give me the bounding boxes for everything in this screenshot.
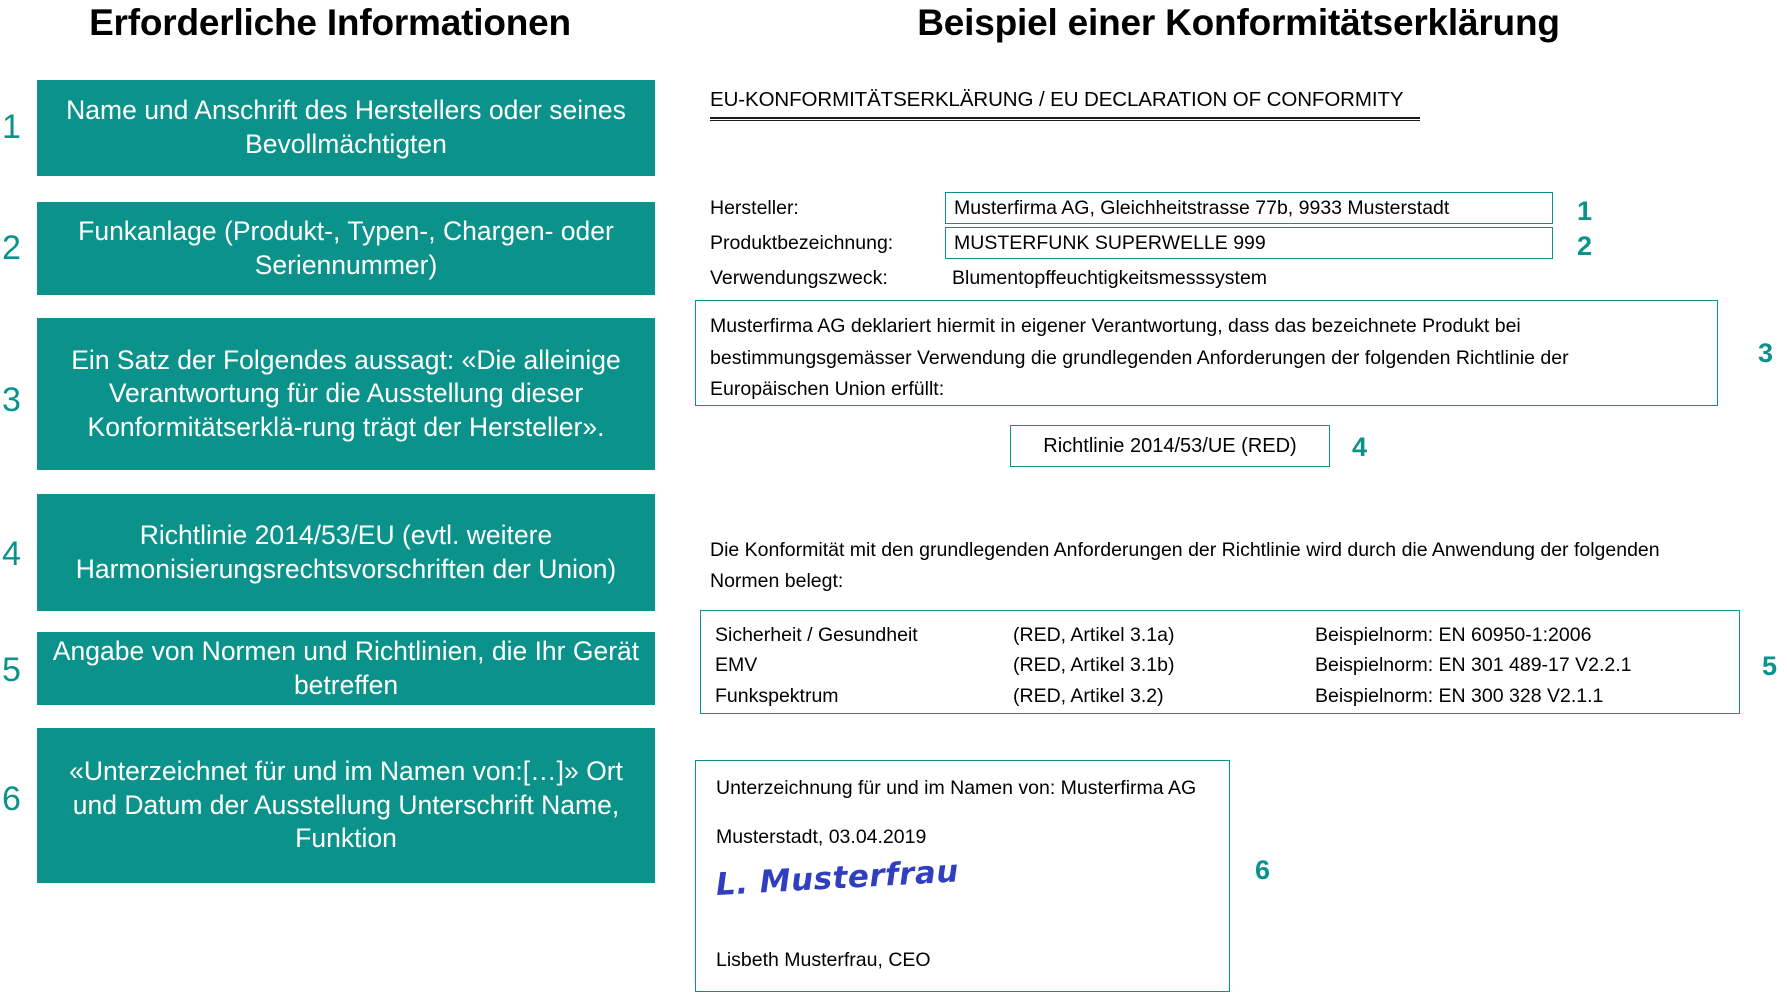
required-info-box-2: Funkanlage (Produkt-, Typen-, Chargen- o… [37,202,655,295]
norm-standard: Beispielnorm: EN 60950-1:2006 [1315,624,1592,646]
norms-table-row: Sicherheit / Gesundheit (RED, Artikel 3.… [701,620,1739,650]
statement-line-2: bestimmungsgemässer Verwendung die grund… [710,346,1569,369]
norm-article: (RED, Artikel 3.1b) [1013,654,1175,677]
declaration-title-rule [710,117,1420,121]
required-info-box-3: Ein Satz der Folgendes aussagt: «Die all… [37,318,655,470]
required-info-number-3: 3 [2,381,21,419]
statement-line-1: Musterfirma AG deklariert hiermit in eig… [710,315,1521,337]
signature-line-1: Unterzeichnung für und im Namen von: Mus… [716,777,1197,799]
signature-line-3: Lisbeth Musterfrau, CEO [716,949,931,971]
required-info-text-2: Funkanlage (Produkt-, Typen-, Chargen- o… [78,215,614,280]
required-info-text-1: Name und Anschrift des Herstellers oder … [66,95,626,159]
spacer [716,799,1209,828]
norm-article: (RED, Artikel 3.2) [1013,684,1164,707]
norms-table-row: Funkspektrum (RED, Artikel 3.2) Beispiel… [701,681,1739,711]
purpose-value: Blumentopffeuchtigkeitsmesssystem [952,267,1268,289]
product-value-box[interactable]: MUSTERFUNK SUPERWELLE 999 [945,227,1553,259]
signature-line-2: Musterstadt, 03.04.2019 [716,825,927,848]
required-info-number-4: 4 [2,535,21,573]
norm-article: (RED, Artikel 3.1a) [1013,624,1175,646]
signature-box: Unterzeichnung für und im Namen von: Mus… [695,760,1230,992]
required-info-box-6: «Unterzeichnet für und im Namen von:[…]»… [37,728,655,883]
norms-intro: Die Konformität mit den grundlegenden An… [710,535,1770,597]
purpose-label: Verwendungszweck: [710,267,888,289]
required-info-box-4: Richtlinie 2014/53/EU (evtl. weitere Har… [37,494,655,611]
norms-intro-line-2: Normen belegt: [710,569,844,592]
right-column-heading: Beispiel einer Konformitätserklärung [917,2,1560,43]
required-info-box-1: Name und Anschrift des Herstellers oder … [37,80,655,176]
marker-1: 1 [1577,196,1593,226]
manufacturer-value-box[interactable]: Musterfirma AG, Gleichheitstrasse 77b, 9… [945,192,1553,224]
norm-aspect: Funkspektrum [715,684,839,707]
manufacturer-label: Hersteller: [710,197,799,219]
spacer [716,921,1209,951]
norms-intro-line-1: Die Konformität mit den grundlegenden An… [710,539,1660,561]
norms-table-row: EMV (RED, Artikel 3.1b) Beispielnorm: EN… [701,650,1739,680]
marker-3: 3 [1758,338,1774,368]
marker-6: 6 [1255,855,1271,885]
norms-table-box: Sicherheit / Gesundheit (RED, Artikel 3.… [700,610,1740,714]
required-info-number-1: 1 [2,108,21,146]
declaration-statement-box: Musterfirma AG deklariert hiermit in eig… [695,300,1718,406]
product-label: Produktbezeichnung: [710,232,894,254]
marker-5: 5 [1762,651,1778,681]
left-column-heading: Erforderliche Informationen [89,2,571,43]
required-info-text-6: «Unterzeichnet für und im Namen von:[…]»… [69,756,623,854]
required-info-text-5: Angabe von Normen und Richtlinien, die I… [52,635,640,700]
norm-standard: Beispielnorm: EN 300 328 V2.1.1 [1315,684,1604,707]
norm-aspect: Sicherheit / Gesundheit [715,624,918,646]
declaration-document-title: EU-KONFORMITÄTSERKLÄRUNG / EU DECLARATIO… [710,88,1404,111]
handwritten-signature-wrap: L. Musterfrau [715,853,1209,921]
norm-aspect: EMV [715,654,758,677]
required-info-text-4: Richtlinie 2014/53/EU (evtl. weitere Har… [75,519,617,584]
required-info-box-5: Angabe von Normen und Richtlinien, die I… [37,632,655,705]
statement-line-3: Europäischen Union erfüllt: [710,378,945,401]
norm-standard: Beispielnorm: EN 301 489-17 V2.2.1 [1315,654,1632,677]
marker-4: 4 [1352,432,1368,462]
required-info-number-5: 5 [2,651,21,689]
required-info-text-3: Ein Satz der Folgendes aussagt: «Die all… [71,344,621,442]
required-info-number-2: 2 [2,229,21,267]
required-info-number-6: 6 [2,780,21,818]
marker-2: 2 [1577,231,1593,261]
directive-box[interactable]: Richtlinie 2014/53/UE (RED) [1010,425,1330,467]
